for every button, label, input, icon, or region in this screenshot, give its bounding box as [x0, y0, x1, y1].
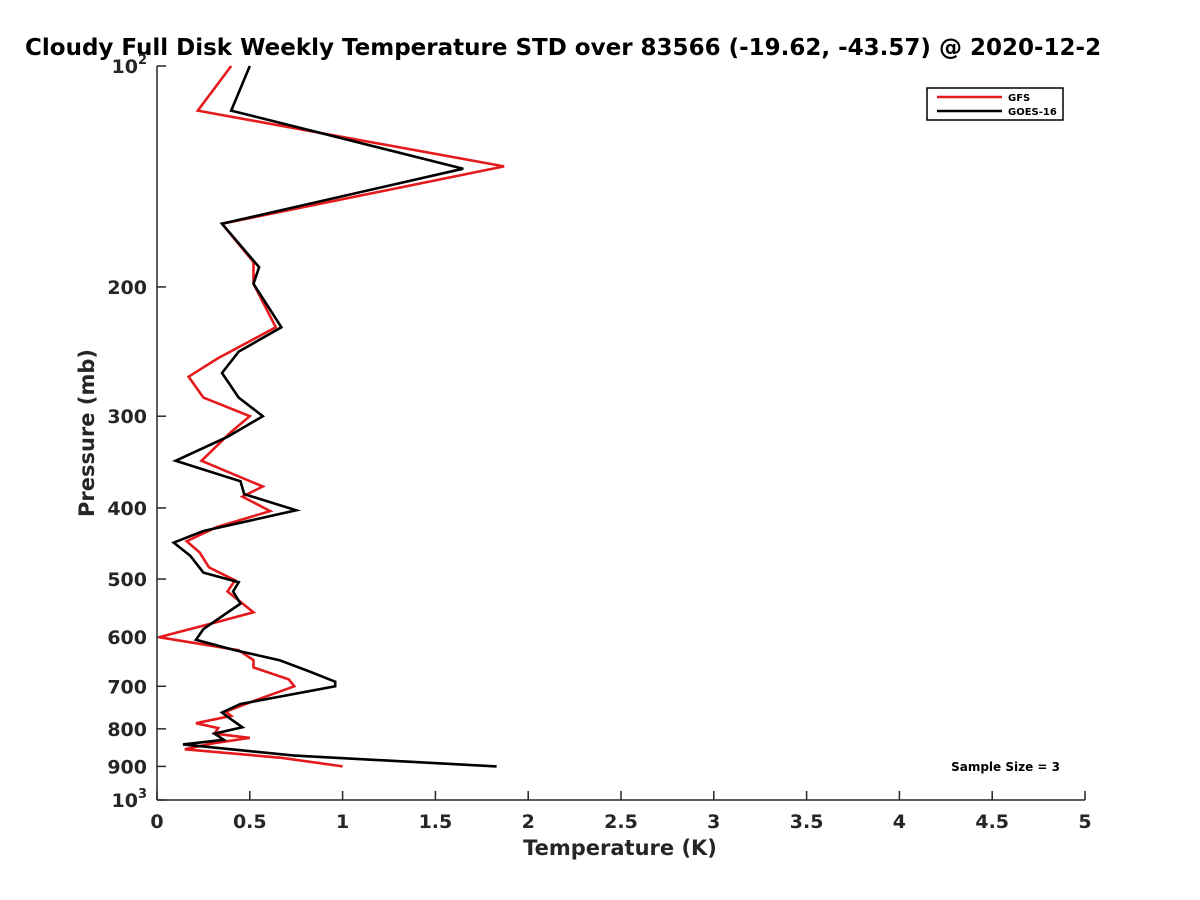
x-tick-label: 0.5 [233, 811, 267, 833]
legend-label-gfs: GFS [1008, 93, 1030, 104]
x-tick-label: 4.5 [975, 811, 1009, 833]
y-tick-label: 500 [107, 569, 147, 591]
x-tick-label: 2 [522, 811, 535, 833]
chart-title: Cloudy Full Disk Weekly Temperature STD … [25, 35, 1101, 61]
y-axis-label: Pressure (mb) [75, 349, 99, 517]
x-tick-label: 5 [1078, 811, 1091, 833]
legend: GFS GOES-16 [926, 87, 1064, 121]
x-tick-label: 1 [336, 811, 349, 833]
x-tick-label: 4 [893, 811, 906, 833]
x-axis-ticks: 0 0.5 1 1.5 2 2.5 3 3.5 4 4.5 5 [150, 791, 1092, 833]
y-tick-label: 103 [112, 787, 148, 812]
y-tick-label: 900 [107, 756, 147, 778]
plot-area [156, 66, 1085, 801]
x-tick-label: 1.5 [419, 811, 453, 833]
sample-size-note: Sample Size = 3 [951, 760, 1060, 774]
x-tick-label: 3 [707, 811, 720, 833]
y-tick-label: 800 [107, 719, 147, 741]
x-tick-label: 3.5 [790, 811, 824, 833]
legend-label-goes-16: GOES-16 [1008, 107, 1057, 118]
x-tick-label: 2.5 [604, 811, 638, 833]
x-tick-label: 0 [150, 811, 163, 833]
goes-16-series-line [171, 65, 497, 768]
y-tick-label: 700 [107, 676, 147, 698]
y-tick-label: 102 [112, 53, 148, 78]
y-axis-ticks: 102 200 300 400 500 600 700 800 900 103 [107, 53, 166, 812]
y-tick-label: 200 [107, 277, 147, 299]
y-tick-label: 400 [107, 498, 147, 520]
series-layer [158, 65, 505, 768]
y-tick-label: 600 [107, 627, 147, 649]
legend-box [926, 87, 1064, 121]
x-axis-label: Temperature (K) [523, 836, 717, 860]
y-tick-label: 300 [107, 406, 147, 428]
